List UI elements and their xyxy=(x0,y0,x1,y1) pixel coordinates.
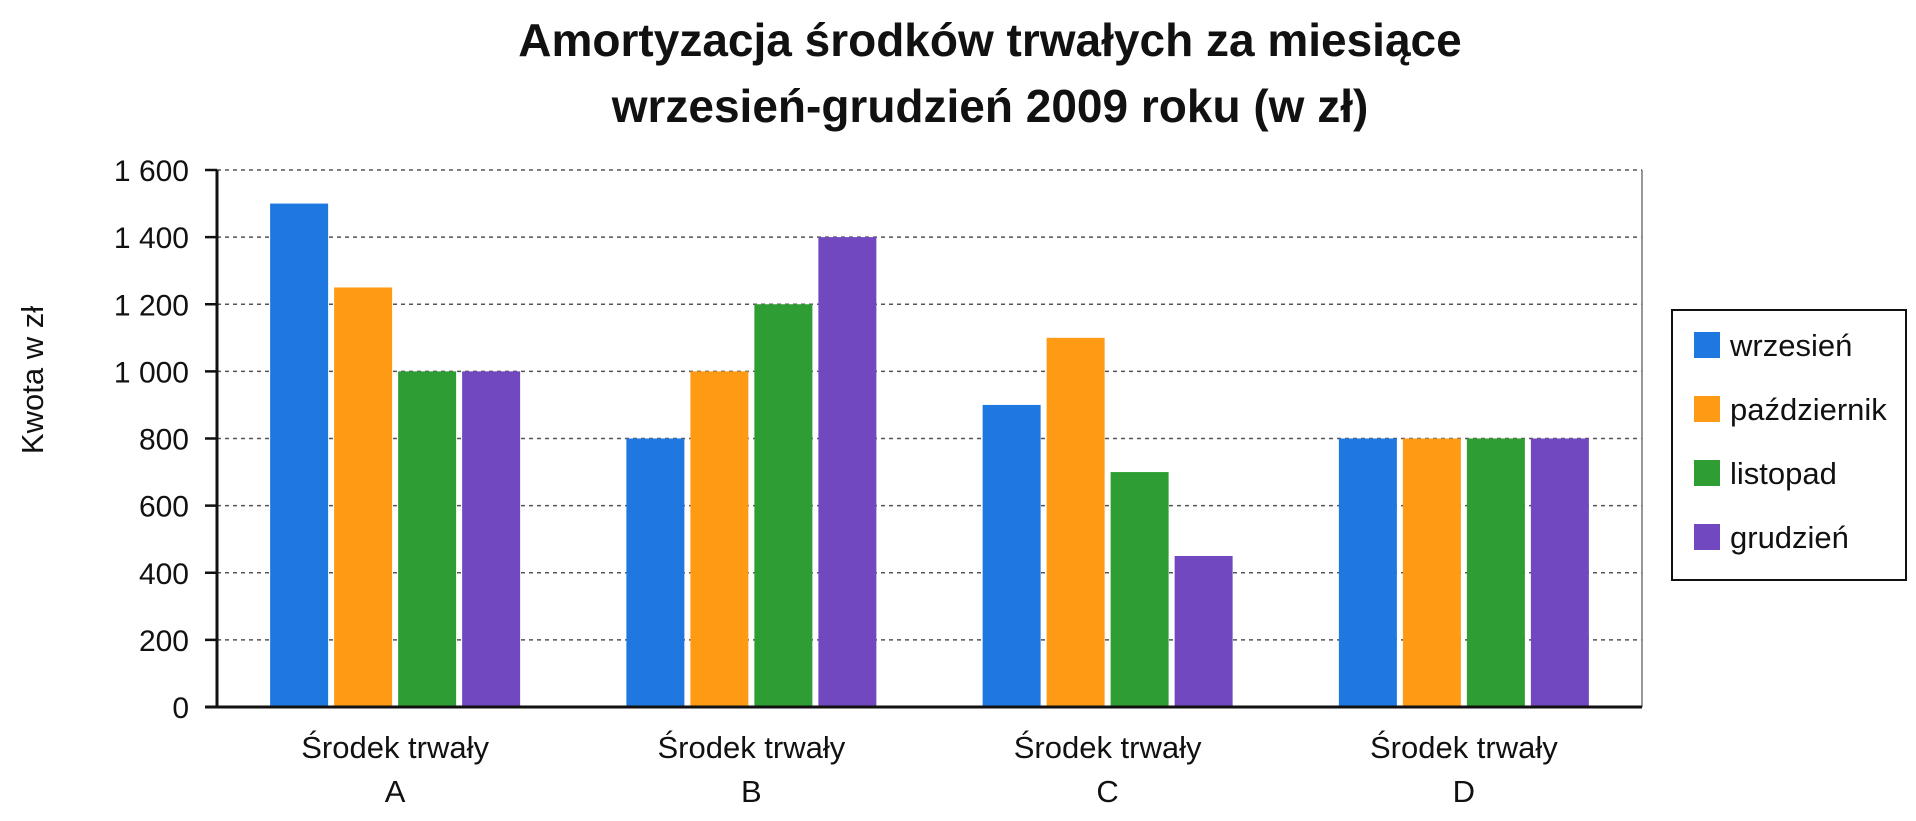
legend-swatch-1 xyxy=(1694,396,1720,422)
category-label-2-1: C xyxy=(1096,774,1118,809)
bar-0-3 xyxy=(462,371,521,707)
y-tick-label-3: 600 xyxy=(139,491,189,524)
y-axis-label: Kwota w zł xyxy=(15,306,50,454)
y-tick-label-6: 1 200 xyxy=(114,289,189,322)
y-tick-label-4: 800 xyxy=(139,424,189,457)
legend-label-1: październik xyxy=(1730,392,1887,427)
bar-3-3 xyxy=(1530,438,1589,707)
bars xyxy=(270,203,1589,707)
bar-1-3 xyxy=(818,237,877,707)
bar-1-0 xyxy=(626,438,685,707)
bar-0-0 xyxy=(270,203,329,707)
bar-2-3 xyxy=(1174,555,1233,707)
y-tick-label-2: 400 xyxy=(139,558,189,591)
y-tick-label-0: 0 xyxy=(172,692,189,725)
x-axis-categories: Środek trwały A Środek trwały B Środek trwał… xyxy=(301,729,1558,809)
y-axis-ticks: 0 200 400 600 800 1 000 1 200 1 400 1 600 xyxy=(114,155,217,725)
legend-swatch-0 xyxy=(1694,332,1720,358)
chart-title-line-2: wrzesień-grudzień 2009 roku (w zł) xyxy=(611,80,1369,132)
legend-label-2: listopad xyxy=(1730,456,1837,491)
y-tick-label-8: 1 600 xyxy=(114,155,189,188)
axes xyxy=(205,170,1643,709)
category-label-0-1: A xyxy=(385,774,406,809)
bar-3-2 xyxy=(1466,438,1525,707)
category-label-3-0: Środek trwały xyxy=(1370,729,1558,765)
bar-2-1 xyxy=(1046,337,1105,707)
category-label-0-0: Środek trwały xyxy=(301,729,489,765)
legend-label-3: grudzień xyxy=(1730,520,1849,555)
legend-swatch-3 xyxy=(1694,524,1720,550)
bar-0-2 xyxy=(398,371,457,707)
category-label-2-0: Środek trwały xyxy=(1014,729,1202,765)
bar-3-1 xyxy=(1402,438,1461,707)
category-label-1-1: B xyxy=(741,774,762,809)
y-tick-label-5: 1 000 xyxy=(114,356,189,389)
y-tick-label-1: 200 xyxy=(139,625,189,658)
bar-1-1 xyxy=(690,371,749,707)
y-tick-label-7: 1 400 xyxy=(114,222,189,255)
category-label-3-1: D xyxy=(1453,774,1475,809)
legend: wrzesień październik listopad grudzień xyxy=(1671,309,1907,581)
chart-title-line-1: Amortyzacja środków trwałych za miesiące xyxy=(518,14,1461,66)
legend-label-0: wrzesień xyxy=(1729,328,1852,363)
bar-0-1 xyxy=(334,287,393,707)
bar-2-0 xyxy=(982,404,1041,707)
chart-title: Amortyzacja środków trwałych za miesiące… xyxy=(518,14,1461,132)
bar-3-0 xyxy=(1338,438,1397,707)
legend-swatch-2 xyxy=(1694,460,1720,486)
category-label-1-0: Środek trwały xyxy=(657,729,845,765)
bar-1-2 xyxy=(754,304,813,707)
bar-2-2 xyxy=(1110,472,1169,707)
